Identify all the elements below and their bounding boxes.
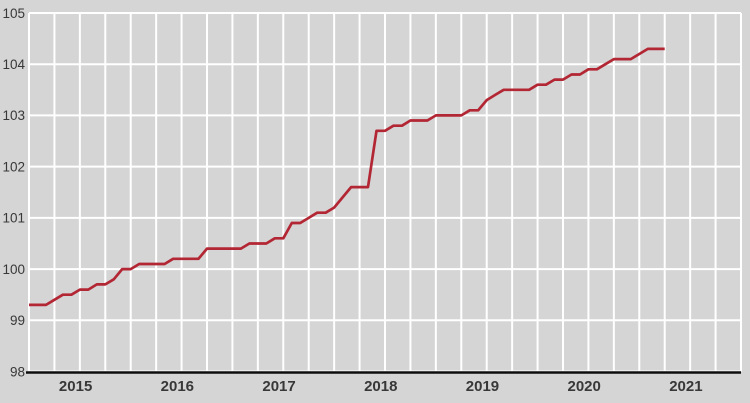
x-axis-year-label: 2015 (59, 378, 92, 395)
y-axis-tick-label: 104 (2, 57, 25, 72)
x-axis-year-label: 2018 (364, 378, 397, 395)
x-axis-year-label: 2020 (568, 378, 601, 395)
y-axis-tick-label: 99 (10, 313, 25, 328)
x-axis-year-label: 2021 (669, 378, 702, 395)
x-axis-labels: 2015 2016 2017 2018 2019 2020 2021 (59, 378, 703, 395)
y-axis-tick-label: 100 (2, 262, 25, 277)
y-axis-tick-label: 103 (2, 108, 25, 123)
x-axis-year-label: 2016 (161, 378, 194, 395)
data-line (29, 47, 665, 307)
x-axis-year-label: 2017 (262, 378, 295, 395)
y-axis-tick-label: 98 (10, 364, 25, 379)
x-axis-year-label: 2019 (466, 378, 499, 395)
y-axis-labels: 98 99 100 101 102 103 104 105 (2, 6, 25, 379)
vertical-gridlines (28, 13, 742, 372)
y-axis-tick-label: 105 (2, 6, 25, 21)
y-axis-tick-label: 102 (2, 159, 25, 174)
y-axis-tick-label: 101 (2, 211, 25, 226)
